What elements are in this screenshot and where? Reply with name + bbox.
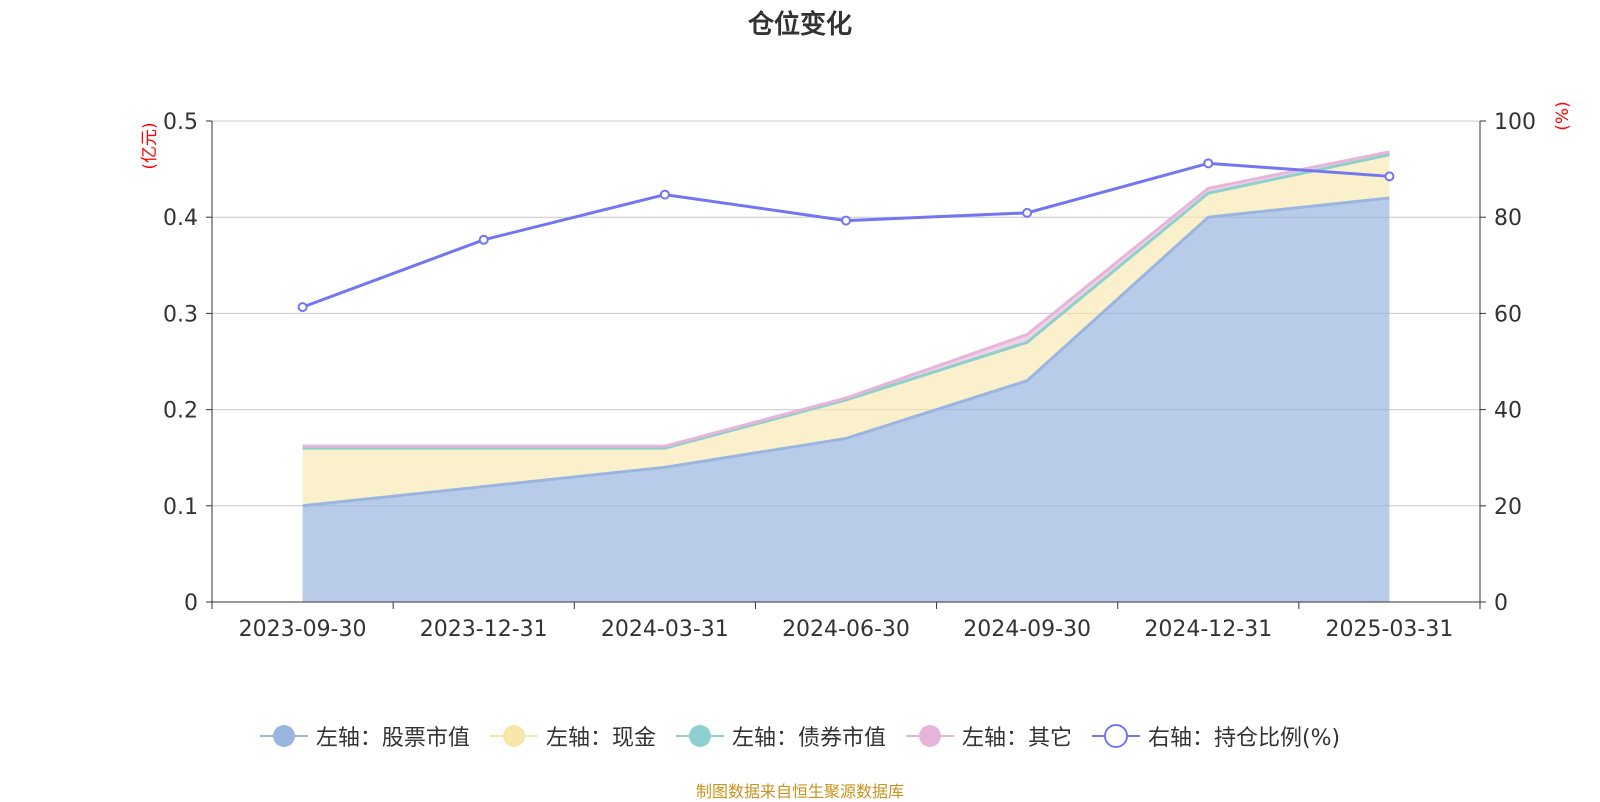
right-axis-unit: (%) (1553, 101, 1573, 130)
right-tick-label: 20 (1494, 495, 1522, 520)
ratio-point[interactable] (297, 302, 308, 313)
right-tick-label: 60 (1494, 302, 1522, 327)
left-tick-label: 0.1 (163, 495, 198, 520)
x-tick-label: 2025-03-31 (1325, 617, 1453, 642)
filled-circle-icon (675, 725, 724, 747)
line-stock (302, 196, 1390, 508)
legend-label: 左轴：股票市值 (315, 726, 470, 751)
area-cash (302, 154, 1390, 506)
axes: 0 0.1 0.2 0.3 0.4 0.5 0 20 40 60 80 100 2023-09-30 20… (140, 101, 1573, 642)
right-tick-label: 40 (1494, 399, 1522, 424)
legend: 左轴：股票市值 左轴：现金 左轴：债券市值 左轴：其它 右轴：持仓比例(%) (0, 720, 1600, 752)
x-tick-label: 2024-06-30 (782, 617, 910, 642)
left-tick-label: 0.5 (163, 110, 198, 135)
filled-circle-icon (489, 725, 538, 747)
left-axis-unit: (亿元) (140, 122, 160, 169)
right-tick-label: 80 (1494, 206, 1522, 231)
right-tick-label: 100 (1494, 110, 1536, 135)
x-tick-label: 2024-12-31 (1144, 617, 1272, 642)
legend-item[interactable]: 左轴：债券市值 (675, 720, 886, 752)
x-tick-label: 2023-12-31 (420, 617, 548, 642)
hollow-circle-icon (1091, 724, 1140, 748)
x-tick-label: 2024-03-31 (601, 617, 729, 642)
filled-circle-icon (259, 725, 308, 747)
ratio-point[interactable] (659, 189, 670, 200)
left-tick-label: 0.2 (163, 399, 198, 424)
legend-label: 左轴：现金 (545, 726, 656, 751)
legend-item[interactable]: 左轴：现金 (489, 720, 656, 752)
ratio-point[interactable] (1203, 158, 1214, 169)
source-note: 制图数据来自恒生聚源数据库 (695, 782, 904, 801)
left-tick-label: 0.4 (163, 206, 198, 231)
right-tick-label: 0 (1494, 591, 1508, 616)
series-points (297, 158, 1395, 313)
line-other (302, 150, 1390, 448)
ratio-point[interactable] (478, 234, 489, 245)
legend-item[interactable]: 左轴：其它 (905, 720, 1072, 752)
legend-item[interactable]: 左轴：股票市值 (259, 720, 470, 752)
x-tick-label: 2024-09-30 (963, 617, 1091, 642)
left-tick-label: 0.3 (163, 302, 198, 327)
ratio-point[interactable] (1384, 171, 1395, 182)
legend-item[interactable]: 右轴：持仓比例(%) (1091, 720, 1341, 752)
ratio-point[interactable] (1022, 207, 1033, 218)
legend-label: 右轴：持仓比例(%) (1147, 726, 1341, 751)
ratio-point[interactable] (841, 215, 851, 226)
legend-label: 左轴：其它 (961, 726, 1072, 751)
legend-label: 左轴：债券市值 (731, 726, 886, 751)
left-tick-label: 0 (184, 591, 198, 616)
line-bond (302, 153, 1390, 450)
chart-title: 仓位变化 (747, 10, 852, 40)
filled-circle-icon (905, 725, 954, 747)
x-tick-label: 2023-09-30 (239, 617, 367, 642)
